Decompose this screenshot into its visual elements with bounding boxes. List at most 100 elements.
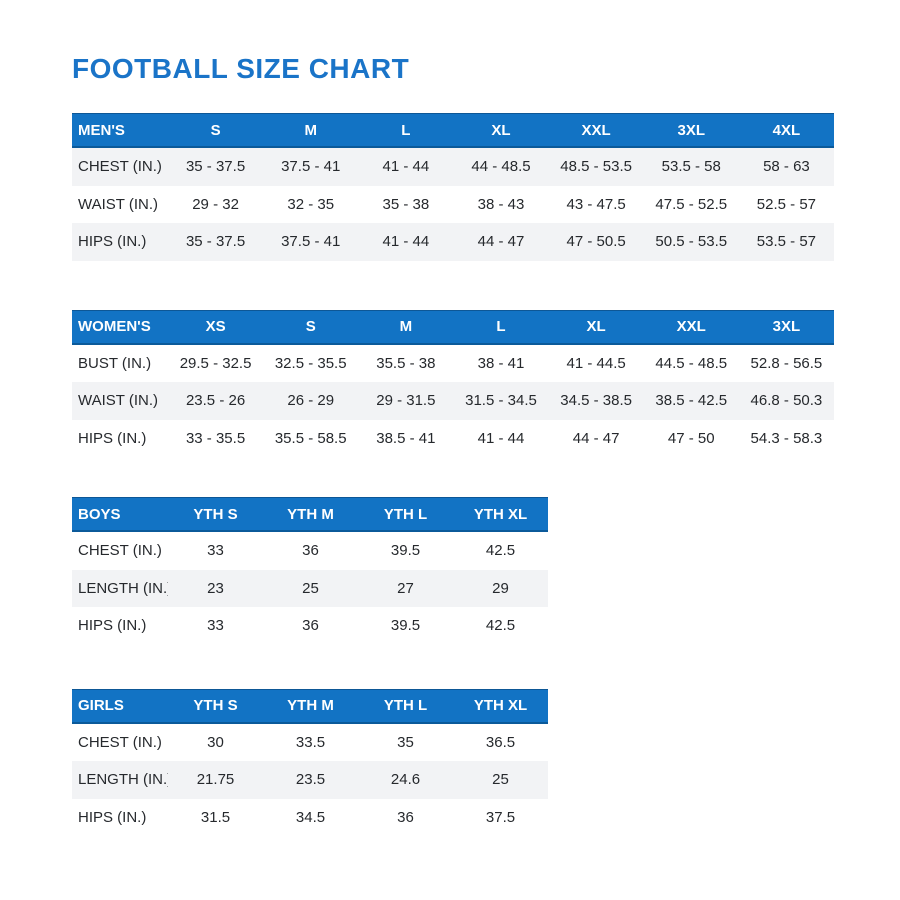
value-cell: 23.5 - 26 [185, 392, 246, 410]
value-cell: 35.5 - 58.5 [274, 429, 347, 447]
mens-header-row: MEN'S S M L XL XXL 3XL 4XL [72, 113, 834, 148]
value-cell: 54.3 - 58.3 [750, 429, 823, 447]
value-cell: 52.8 - 56.5 [750, 354, 823, 372]
size-header-cell: XXL [581, 121, 611, 139]
page-title: FOOTBALL SIZE CHART [72, 53, 410, 84]
size-header-cell: 4XL [772, 121, 801, 139]
row-label-cell: LENGTH (IN.) [78, 771, 168, 789]
value-cell: 52.5 - 57 [756, 195, 817, 213]
table-title-cell: GIRLS [78, 697, 124, 714]
womens-data-row: BUST (IN.) 29.5 - 32.5 32.5 - 35.5 35.5 - 3… [72, 344, 834, 382]
value-cell: 34.5 [295, 808, 326, 826]
value-cell: 43 - 47.5 [566, 195, 626, 213]
value-cell: 53.5 - 58 [661, 158, 721, 176]
size-header-cell: YTH M [287, 505, 334, 523]
value-cell: 41 - 44.5 [566, 354, 626, 372]
value-cell: 32.5 - 35.5 [274, 354, 347, 372]
boys-header-row: BOYS YTH S YTH M YTH L YTH XL [72, 497, 548, 532]
mens-size-table: MEN'S S M L XL XXL 3XL 4XL CHEST (IN.) 35 - 37.5 3… [72, 113, 834, 261]
size-header-cell: 3XL [677, 121, 706, 139]
value-cell: 29.5 - 32.5 [179, 354, 252, 372]
row-label-cell: CHEST (IN.) [78, 158, 162, 176]
value-cell: 30 [207, 733, 224, 751]
size-header-cell: XL [491, 121, 511, 139]
womens-size-table: WOMEN'S XS S M L XL XXL 3XL BUST (IN.) 29.5 - 32.… [72, 309, 834, 457]
value-cell: 47 - 50 [667, 429, 715, 447]
value-cell: 21.75 [196, 771, 235, 789]
row-label-cell: HIPS (IN.) [78, 808, 147, 826]
girls-data-row: LENGTH (IN.) 21.75 23.5 24.6 25 [72, 761, 548, 799]
value-cell: 44 - 48.5 [471, 158, 531, 176]
size-header-cell: YTH L [383, 697, 428, 714]
value-cell: 26 - 29 [287, 392, 335, 410]
value-cell: 36 [397, 808, 414, 826]
value-cell: 35 - 37.5 [185, 233, 246, 251]
value-cell: 24.6 [390, 771, 421, 789]
size-header-cell: XXL [676, 318, 706, 335]
value-cell: 36 [302, 542, 319, 560]
value-cell: 36.5 [485, 733, 516, 751]
value-cell: 29 - 32 [192, 195, 239, 213]
value-cell: 46.8 - 50.3 [750, 392, 823, 410]
value-cell: 33 [207, 542, 224, 560]
size-header-cell: S [210, 121, 221, 139]
size-header-cell: L [401, 121, 411, 139]
girls-size-table: GIRLS YTH S YTH M YTH L YTH XL CHEST (IN.) 30 3… [72, 688, 548, 836]
row-label-cell: HIPS (IN.) [78, 617, 147, 635]
boys-data-row: LENGTH (IN.) 23 25 27 29 [72, 569, 548, 607]
row-label-cell: LENGTH (IN.) [78, 579, 168, 597]
value-cell: 42.5 [485, 617, 516, 635]
row-label-cell: WAIST (IN.) [78, 195, 158, 213]
row-label-cell: CHEST (IN.) [78, 542, 162, 560]
size-header-cell: YTH L [383, 505, 428, 523]
value-cell: 35 - 37.5 [185, 158, 246, 176]
value-cell: 29 [492, 579, 509, 597]
value-cell: 38.5 - 42.5 [655, 392, 728, 410]
value-cell: 48.5 - 53.5 [560, 158, 632, 176]
row-label-cell: WAIST (IN.) [78, 392, 158, 410]
value-cell: 38.5 - 41 [376, 429, 436, 447]
value-cell: 29 - 31.5 [376, 392, 436, 410]
size-header-cell: YTH S [193, 505, 238, 523]
girls-header-row: GIRLS YTH S YTH M YTH L YTH XL [72, 688, 548, 724]
size-header-cell: YTH M [287, 697, 334, 714]
value-cell: 41 - 44 [382, 233, 430, 251]
value-cell: 37.5 - 41 [281, 158, 341, 176]
value-cell: 31.5 - 34.5 [465, 392, 537, 410]
value-cell: 33 [207, 617, 224, 635]
value-cell: 27 [397, 579, 414, 597]
size-header-cell: M [399, 318, 413, 335]
mens-data-row: WAIST (IN.) 29 - 32 32 - 35 35 - 38 38 - 43 4… [72, 185, 834, 223]
size-header-cell: YTH XL [473, 697, 528, 714]
boys-size-table: BOYS YTH S YTH M YTH L YTH XL CHEST (IN.) 33 36… [72, 497, 548, 645]
value-cell: 25 [492, 771, 509, 789]
womens-header-row: WOMEN'S XS S M L XL XXL 3XL [72, 309, 834, 345]
value-cell: 37.5 - 41 [281, 233, 341, 251]
womens-data-row: HIPS (IN.) 33 - 35.5 35.5 - 58.5 38.5 - 41 4… [72, 419, 834, 457]
value-cell: 44 - 47 [477, 233, 525, 251]
value-cell: 38 - 43 [477, 195, 525, 213]
mens-data-row: HIPS (IN.) 35 - 37.5 37.5 - 41 41 - 44 44 - … [72, 223, 834, 261]
womens-data-row: WAIST (IN.) 23.5 - 26 26 - 29 29 - 31.5 31.5… [72, 382, 834, 420]
value-cell: 34.5 - 38.5 [560, 392, 632, 410]
value-cell: 44.5 - 48.5 [655, 354, 728, 372]
girls-data-row: HIPS (IN.) 31.5 34.5 36 37.5 [72, 798, 548, 836]
girls-data-row: CHEST (IN.) 30 33.5 35 36.5 [72, 723, 548, 761]
value-cell: 39.5 [390, 617, 421, 635]
value-cell: 35.5 - 38 [376, 354, 436, 372]
table-title-cell: BOYS [78, 505, 121, 523]
size-header-cell: YTH S [193, 697, 238, 714]
value-cell: 47 - 50.5 [566, 233, 626, 251]
value-cell: 41 - 44 [382, 158, 430, 176]
value-cell: 35 - 38 [382, 195, 430, 213]
value-cell: 23 [207, 579, 224, 597]
row-label-cell: HIPS (IN.) [78, 233, 147, 251]
boys-data-row: CHEST (IN.) 33 36 39.5 42.5 [72, 532, 548, 570]
value-cell: 39.5 [390, 542, 421, 560]
value-cell: 50.5 - 53.5 [655, 233, 728, 251]
value-cell: 23.5 [295, 771, 326, 789]
size-header-cell: S [305, 318, 316, 335]
size-header-cell: XS [205, 318, 226, 335]
size-header-cell: XL [586, 318, 606, 335]
value-cell: 42.5 [485, 542, 516, 560]
